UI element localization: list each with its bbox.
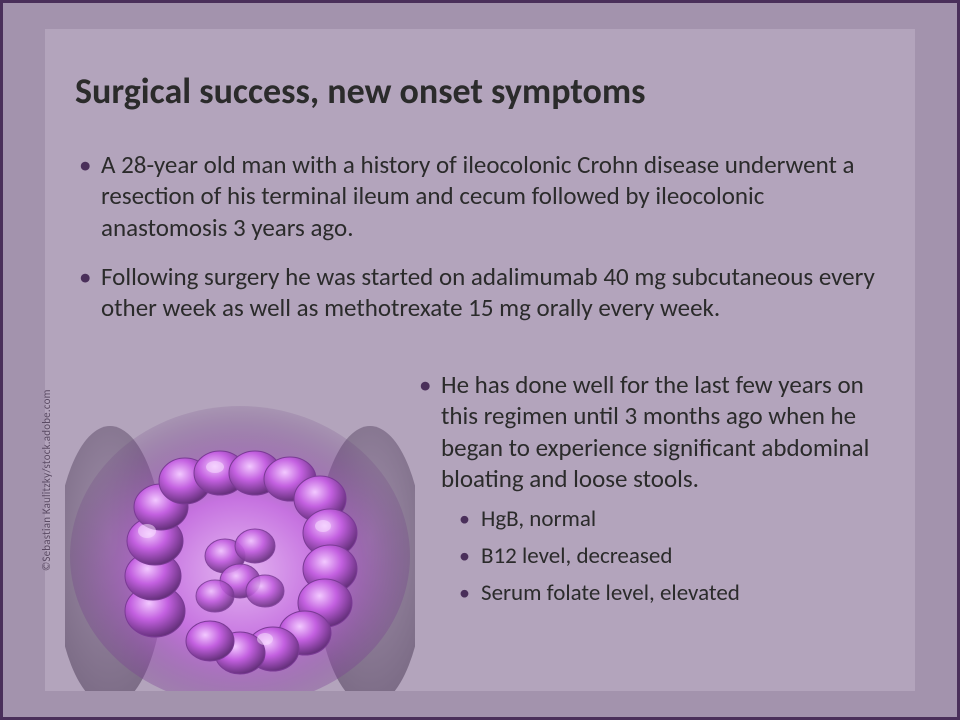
slide-title: Surgical success, new onset symptoms bbox=[75, 69, 885, 113]
slide-frame: Surgical success, new onset symptoms A 2… bbox=[0, 0, 960, 720]
image-credit: ©Sebastian Kaulitzky/stock.adobe.com bbox=[40, 389, 53, 571]
bullet-item: Following surgery he was started on adal… bbox=[75, 261, 885, 324]
bullet-item: A 28-year old man with a history of ileo… bbox=[75, 149, 885, 243]
colon-illustration bbox=[65, 381, 415, 691]
top-bullet-list: A 28-year old man with a history of ileo… bbox=[75, 149, 885, 341]
sub-bullet-item: B12 level, decreased bbox=[455, 541, 885, 572]
sub-bullet-item: HgB, normal bbox=[455, 504, 885, 535]
right-bullet-block: He has done well for the last few years … bbox=[415, 369, 885, 615]
sub-bullet-item: Serum folate level, elevated bbox=[455, 578, 885, 609]
slide-panel: Surgical success, new onset symptoms A 2… bbox=[45, 29, 915, 691]
bullet-item: He has done well for the last few years … bbox=[415, 369, 885, 494]
